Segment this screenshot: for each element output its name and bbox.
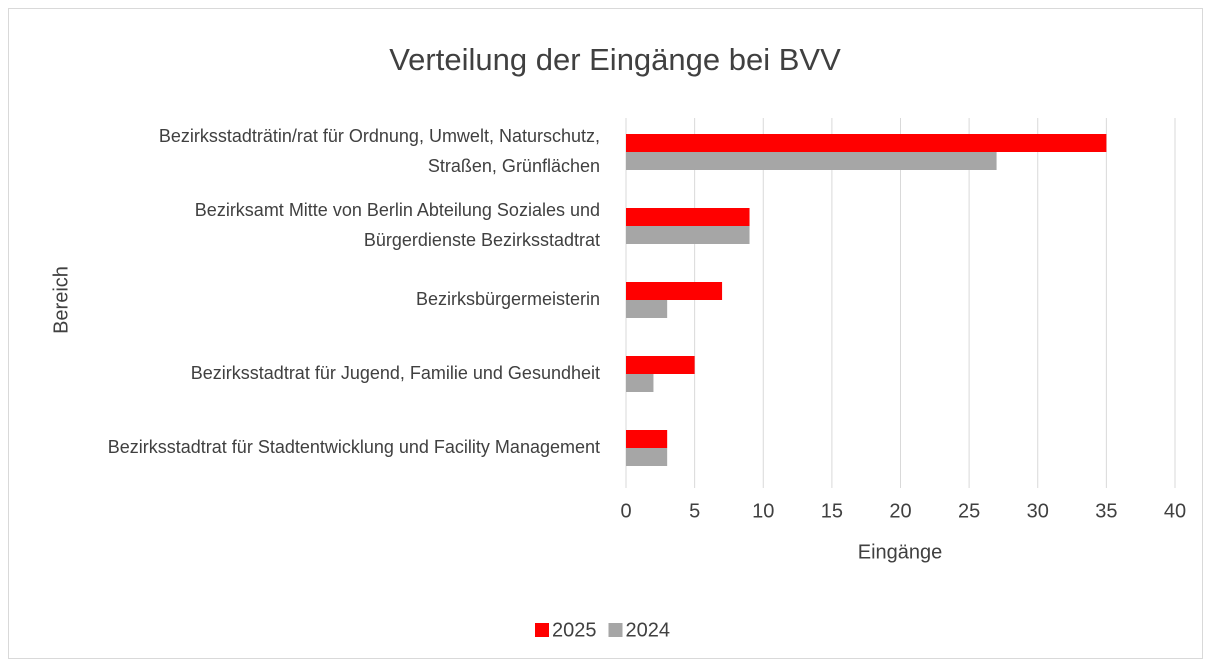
chart-frame [8, 8, 1203, 659]
x-tick-label: 20 [889, 500, 911, 522]
bar [626, 374, 654, 392]
x-tick-label: 10 [752, 500, 774, 522]
bar [626, 430, 668, 448]
bar [626, 226, 750, 244]
legend-label: 2025 [552, 619, 597, 641]
x-tick-label: 35 [1095, 500, 1117, 522]
x-axis-label: Eingänge [858, 541, 943, 563]
x-tick-label: 25 [958, 500, 980, 522]
bar [626, 134, 1107, 152]
legend-label: 2024 [626, 619, 671, 641]
bar [626, 448, 668, 466]
y-tick-label: Bezirksstadträtin/rat für Ordnung, Umwel… [159, 126, 600, 176]
y-tick-label: Bezirksbürgermeisterin [416, 289, 600, 309]
bar [626, 282, 723, 300]
bar [626, 152, 997, 170]
x-tick-label: 40 [1164, 500, 1186, 522]
x-tick-label: 5 [689, 500, 700, 522]
bar [626, 208, 750, 226]
chart-title: Verteilung der Eingänge bei BVV [389, 42, 841, 77]
legend-swatch [608, 623, 623, 637]
x-tick-label: 0 [620, 500, 631, 522]
x-tick-label: 30 [1027, 500, 1049, 522]
y-tick-label: Bezirksstadtrat für Jugend, Familie und … [191, 363, 600, 383]
x-tick-label: 15 [821, 500, 843, 522]
y-axis-label: Bereich [50, 266, 72, 334]
legend-swatch [535, 623, 549, 637]
bar [626, 300, 668, 318]
bar [626, 356, 695, 374]
y-tick-label: Bezirksamt Mitte von Berlin Abteilung So… [195, 200, 600, 250]
y-tick-label: Bezirksstadtrat für Stadtentwicklung und… [108, 437, 600, 457]
